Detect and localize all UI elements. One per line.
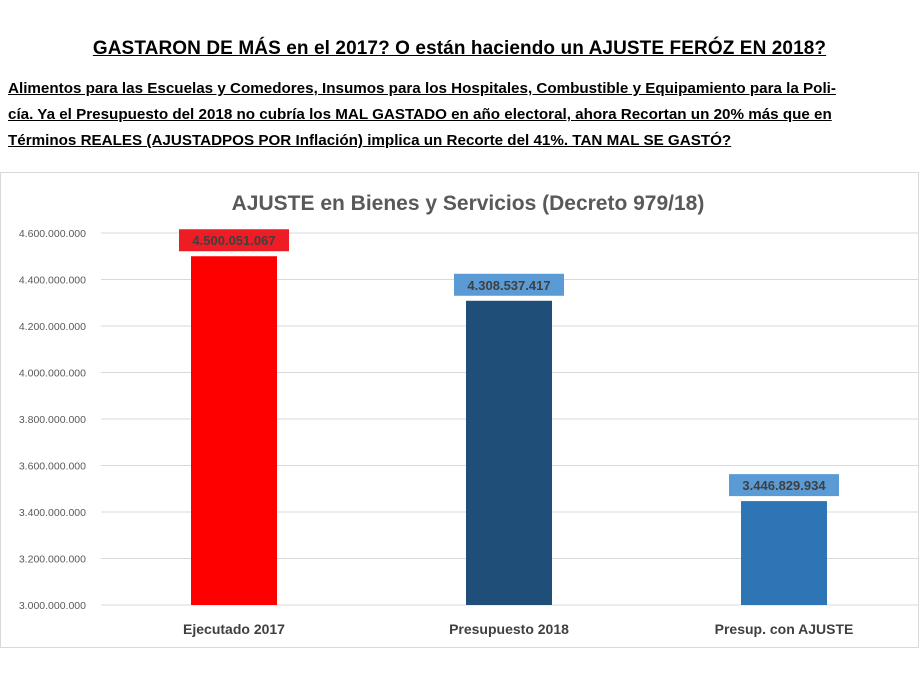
y-axis-labels: 3.000.000.000 3.200.000.000 3.400.000.000 3… xyxy=(19,228,86,612)
paragraph-line-2: cía. Ya el Presupuesto del 2018 no cubrí… xyxy=(8,106,832,123)
bar xyxy=(191,256,277,605)
y-tick-label: 3.400.000.000 xyxy=(19,507,86,519)
data-labels: 4.500.051.067 4.308.537.417 3.446.829.934 xyxy=(179,229,839,497)
data-label-box xyxy=(729,474,839,497)
paragraph-line-3: Términos REALES (AJUSTADPOS POR Inflació… xyxy=(8,132,732,149)
x-tick-label: Presupuesto 2018 xyxy=(449,621,569,637)
bars xyxy=(191,256,827,605)
page-headline: GASTARON DE MÁS en el 2017? O están haci… xyxy=(92,38,827,59)
x-tick-label: Ejecutado 2017 xyxy=(183,621,285,637)
data-label: 4.308.537.417 xyxy=(467,278,550,293)
bar xyxy=(741,501,827,605)
y-tick-label: 4.200.000.000 xyxy=(19,321,86,333)
data-label-box xyxy=(454,273,564,296)
data-label-box xyxy=(179,229,289,252)
x-axis-labels: Ejecutado 2017 Presupuesto 2018 Presup. co… xyxy=(183,621,853,637)
bar xyxy=(466,300,552,605)
data-label: 3.446.829.934 xyxy=(742,478,826,493)
y-tick-label: 3.800.000.000 xyxy=(19,414,86,426)
bar-chart: AJUSTE en Bienes y Servicios (Decreto 97… xyxy=(19,192,918,637)
chart-frame: AJUSTE en Bienes y Servicios (Decreto 97… xyxy=(0,172,919,648)
data-label: 4.500.051.067 xyxy=(192,233,275,248)
y-tick-label: 4.000.000.000 xyxy=(19,368,86,380)
y-tick-label: 3.600.000.000 xyxy=(19,461,86,473)
intro-paragraph: Alimentos para las Escuelas y Comedores,… xyxy=(8,76,916,154)
y-tick-label: 4.400.000.000 xyxy=(19,275,86,287)
y-tick-label: 3.000.000.000 xyxy=(19,600,86,612)
chart-title: AJUSTE en Bienes y Servicios (Decreto 97… xyxy=(232,192,705,215)
paragraph-line-1: Alimentos para las Escuelas y Comedores,… xyxy=(8,80,836,97)
x-tick-label: Presup. con AJUSTE xyxy=(715,621,854,637)
y-tick-label: 4.600.000.000 xyxy=(19,228,86,240)
y-tick-label: 3.200.000.000 xyxy=(19,554,86,566)
